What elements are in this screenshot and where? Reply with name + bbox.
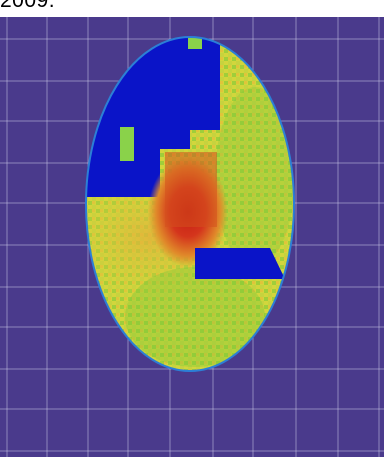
hotspot-core (165, 152, 217, 227)
green-zone-right (215, 87, 294, 267)
heatmap-figure (0, 17, 384, 457)
caption-text: 2009. (0, 0, 56, 12)
oval-outline (85, 36, 295, 372)
right-masked-block (195, 248, 285, 279)
green-zone-lower (125, 267, 265, 367)
caption-strip: 2009. (0, 0, 384, 17)
top-notch (188, 37, 202, 49)
heatmap-panel (0, 17, 384, 457)
coverage-oval (86, 37, 294, 371)
notch-in-masked-block (120, 127, 134, 161)
